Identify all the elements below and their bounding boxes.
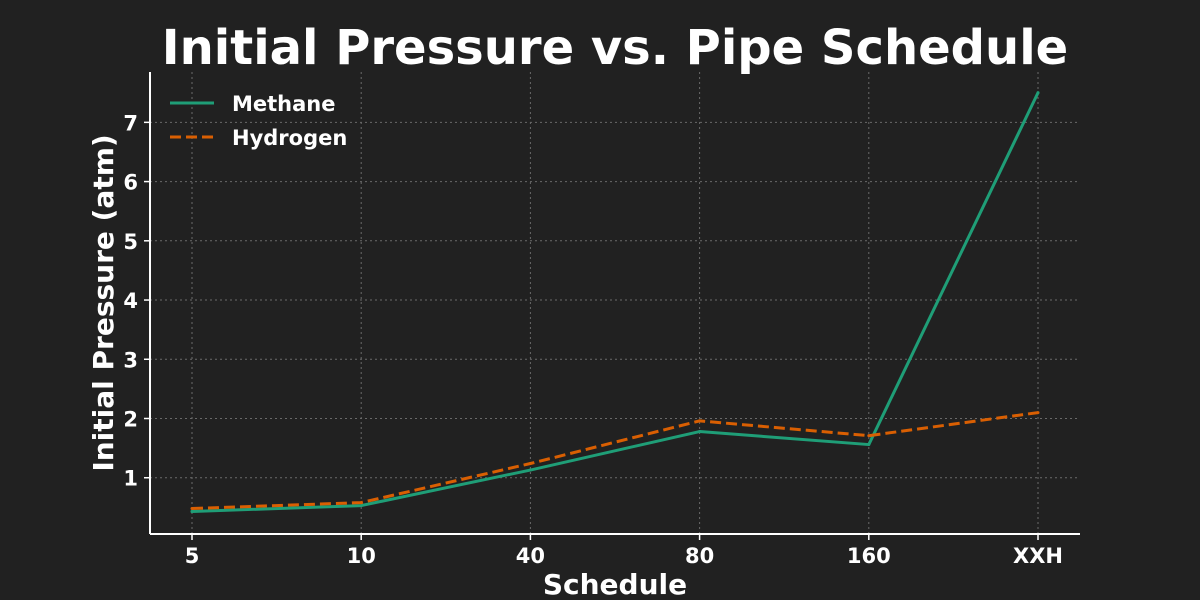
x-tick-label: 80: [685, 544, 714, 568]
x-tick-label: 5: [185, 544, 200, 568]
axes: [144, 72, 1080, 540]
y-axis-label: Initial Pressure (atm): [87, 134, 120, 471]
x-tick-label: 160: [847, 544, 891, 568]
legend-label-hydrogen: Hydrogen: [232, 126, 347, 150]
data-point-methane: [867, 443, 871, 447]
tick-labels: 5 10 40 80 160 XXH 1 2 3 4 5 6 7: [123, 111, 1063, 568]
data-point-methane: [528, 468, 532, 472]
data-point-hydrogen: [867, 434, 871, 438]
data-point-hydrogen: [359, 501, 363, 505]
data-point-hydrogen: [698, 419, 702, 423]
x-axis-label: Schedule: [543, 568, 687, 600]
y-tick-label: 5: [123, 230, 138, 254]
series-line-hydrogen: [191, 411, 1039, 511]
data-point-methane: [698, 430, 702, 434]
y-tick-label: 4: [123, 289, 138, 313]
x-tick-label: 40: [516, 544, 545, 568]
data-point-hydrogen: [528, 462, 532, 466]
y-tick-label: 1: [123, 467, 138, 491]
y-tick-label: 7: [123, 111, 138, 135]
legend: Methane Hydrogen: [170, 92, 347, 150]
data-point-methane: [1036, 91, 1040, 95]
data-point-hydrogen: [190, 507, 194, 511]
series-line-methane: [190, 91, 1040, 513]
grid-lines: [150, 72, 1080, 534]
x-tick-label: 10: [347, 544, 376, 568]
y-tick-label: 6: [123, 171, 138, 195]
series-lines: [190, 91, 1040, 513]
y-tick-label: 3: [123, 348, 138, 372]
chart-title: Initial Pressure vs. Pipe Schedule: [162, 20, 1068, 76]
x-tick-label: XXH: [1013, 544, 1063, 568]
data-point-methane: [190, 509, 194, 513]
data-point-hydrogen: [1036, 411, 1040, 415]
y-tick-label: 2: [123, 408, 138, 432]
legend-label-methane: Methane: [232, 92, 336, 116]
data-point-methane: [359, 504, 363, 508]
